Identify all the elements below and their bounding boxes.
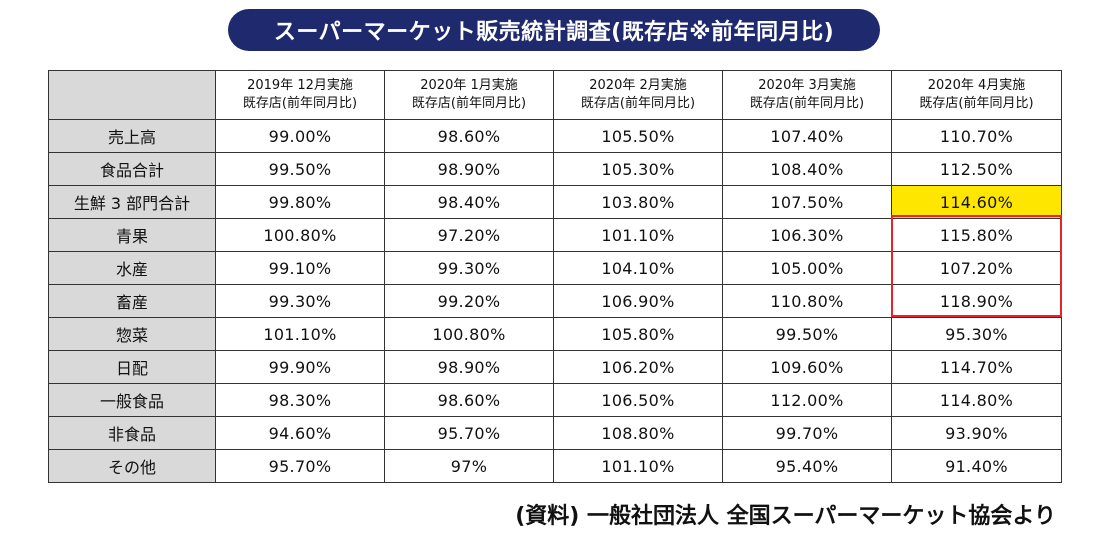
table-cell: 103.80% <box>553 185 723 219</box>
table-cell: 114.80% <box>891 383 1062 417</box>
table-cell: 110.70% <box>891 119 1062 153</box>
table-cell: 98.30% <box>215 383 385 417</box>
column-header-basis: 既存店(前年同月比) <box>580 96 696 111</box>
row-label: 生鮮 3 部門合計 <box>48 185 216 219</box>
table-cell: 106.90% <box>553 284 723 318</box>
column-header: 2020年 1月実施 既存店(前年同月比) <box>384 70 554 120</box>
table-cell: 114.70% <box>891 350 1062 384</box>
table-row: 畜産 99.30% 99.20% 106.90% 110.80% 118.90% <box>48 284 1062 318</box>
source-note: (資料) 一般社団法人 全国スーパーマーケット協会より <box>515 504 1056 529</box>
table-cell: 101.10% <box>553 218 723 252</box>
column-header-period: 2019年 12月実施 <box>247 78 353 93</box>
table-cell: 105.80% <box>553 317 723 351</box>
table-cell: 101.10% <box>553 449 723 483</box>
table-cell: 98.90% <box>384 350 554 384</box>
table-cell: 99.00% <box>215 119 385 153</box>
table-cell: 95.30% <box>891 317 1062 351</box>
column-header-period: 2020年 3月実施 <box>758 78 856 93</box>
table-cell: 108.80% <box>553 416 723 450</box>
column-header-period: 2020年 1月実施 <box>420 78 518 93</box>
table-row: 食品合計 99.50% 98.90% 105.30% 108.40% 112.50% <box>48 152 1062 186</box>
column-header-period: 2020年 2月実施 <box>589 78 687 93</box>
table-cell: 104.10% <box>553 251 723 285</box>
table-cell: 99.80% <box>215 185 385 219</box>
column-header-basis: 既存店(前年同月比) <box>411 96 527 111</box>
column-header-period: 2020年 4月実施 <box>927 78 1026 93</box>
column-header: 2020年 4月実施 既存店(前年同月比) <box>891 70 1062 120</box>
row-label: 畜産 <box>48 284 216 318</box>
table-cell: 107.40% <box>722 119 892 153</box>
table-cell: 98.60% <box>384 119 554 153</box>
table-row: 青果 100.80% 97.20% 101.10% 106.30% 115.80% <box>48 218 1062 252</box>
header-row: 2019年 12月実施 既存店(前年同月比) 2020年 1月実施 既存店(前年… <box>48 70 1062 120</box>
table-cell: 98.90% <box>384 152 554 186</box>
table-row: 水産 99.10% 99.30% 104.10% 105.00% 107.20% <box>48 251 1062 285</box>
table-cell: 99.20% <box>384 284 554 318</box>
column-header-basis: 既存店(前年同月比) <box>242 96 358 111</box>
table-cell-highlighted: 114.60% <box>891 185 1062 219</box>
table-cell: 100.80% <box>215 218 385 252</box>
table-row: 惣菜 101.10% 100.80% 105.80% 99.50% 95.30% <box>48 317 1062 351</box>
table-cell: 106.20% <box>553 350 723 384</box>
table-cell: 105.50% <box>553 119 723 153</box>
stats-table: 2019年 12月実施 既存店(前年同月比) 2020年 1月実施 既存店(前年… <box>48 70 1062 483</box>
page-title: スーパーマーケット販売統計調査(既存店※前年同月比) <box>228 9 880 51</box>
table-row: 生鮮 3 部門合計 99.80% 98.40% 103.80% 107.50% 114.6… <box>48 185 1062 219</box>
table-cell: 97.20% <box>384 218 554 252</box>
column-header: 2020年 2月実施 既存店(前年同月比) <box>553 70 723 120</box>
table-cell: 98.60% <box>384 383 554 417</box>
table-cell: 99.70% <box>722 416 892 450</box>
table-cell: 99.30% <box>215 284 385 318</box>
row-label: 一般食品 <box>48 383 216 417</box>
table-cell: 99.90% <box>215 350 385 384</box>
table-cell: 95.70% <box>384 416 554 450</box>
table-row: 一般食品 98.30% 98.60% 106.50% 112.00% 114.80% <box>48 383 1062 417</box>
table-cell: 99.50% <box>722 317 892 351</box>
table-cell: 93.90% <box>891 416 1062 450</box>
table-cell: 99.50% <box>215 152 385 186</box>
row-label: 日配 <box>48 350 216 384</box>
table-cell: 112.50% <box>891 152 1062 186</box>
table-cell: 95.70% <box>215 449 385 483</box>
table-row: 日配 99.90% 98.90% 106.20% 109.60% 114.70% <box>48 350 1062 384</box>
table-cell: 115.80% <box>891 218 1062 252</box>
table-row: 売上高 99.00% 98.60% 105.50% 107.40% 110.70% <box>48 119 1062 153</box>
table-cell: 107.20% <box>891 251 1062 285</box>
table-cell: 109.60% <box>722 350 892 384</box>
table-cell: 106.30% <box>722 218 892 252</box>
column-header: 2020年 3月実施 既存店(前年同月比) <box>722 70 892 120</box>
row-label: 食品合計 <box>48 152 216 186</box>
table-cell: 110.80% <box>722 284 892 318</box>
table-row: 非食品 94.60% 95.70% 108.80% 99.70% 93.90% <box>48 416 1062 450</box>
table-cell: 98.40% <box>384 185 554 219</box>
corner-cell <box>48 70 216 120</box>
table-row: その他 95.70% 97% 101.10% 95.40% 91.40% <box>48 449 1062 483</box>
row-label: その他 <box>48 449 216 483</box>
row-label: 惣菜 <box>48 317 216 351</box>
table-cell: 99.10% <box>215 251 385 285</box>
column-header: 2019年 12月実施 既存店(前年同月比) <box>215 70 385 120</box>
column-header-basis: 既存店(前年同月比) <box>749 96 865 111</box>
table-cell: 91.40% <box>891 449 1062 483</box>
table-cell: 94.60% <box>215 416 385 450</box>
table-cell: 100.80% <box>384 317 554 351</box>
table-cell: 118.90% <box>891 284 1062 318</box>
row-label: 水産 <box>48 251 216 285</box>
row-label: 非食品 <box>48 416 216 450</box>
table-cell: 107.50% <box>722 185 892 219</box>
table-cell: 95.40% <box>722 449 892 483</box>
table-cell: 105.30% <box>553 152 723 186</box>
table-cell: 105.00% <box>722 251 892 285</box>
table-cell: 112.00% <box>722 383 892 417</box>
table-cell: 99.30% <box>384 251 554 285</box>
table-cell: 106.50% <box>553 383 723 417</box>
row-label: 青果 <box>48 218 216 252</box>
column-header-basis: 既存店(前年同月比) <box>919 96 1034 111</box>
table-cell: 101.10% <box>215 317 385 351</box>
row-label: 売上高 <box>48 119 216 153</box>
table-cell: 97% <box>384 449 554 483</box>
table-cell: 108.40% <box>722 152 892 186</box>
